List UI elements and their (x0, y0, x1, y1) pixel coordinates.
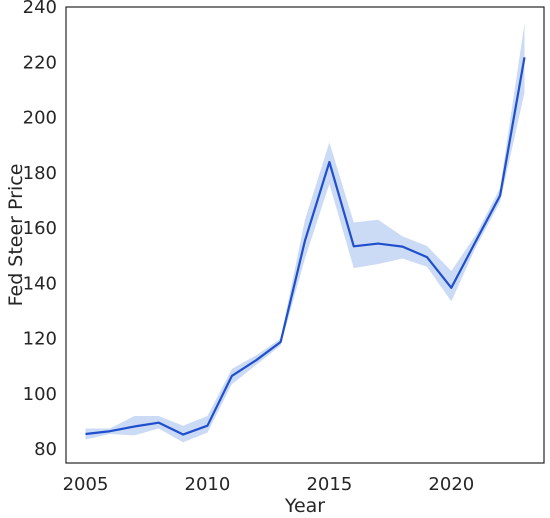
y-tick-label: 160 (23, 218, 57, 239)
plot-frame (65, 6, 545, 464)
y-tick-label: 100 (23, 384, 57, 405)
x-tick-label: 2010 (185, 474, 231, 495)
y-tick-label: 180 (23, 163, 57, 184)
x-axis-title: Year (284, 495, 325, 517)
confidence-band-group (85, 23, 525, 443)
confidence-band (85, 23, 525, 443)
y-tick-label: 200 (23, 108, 57, 129)
y-axis-title: Fed Steer Price (5, 164, 27, 307)
x-tick-label: 2020 (428, 474, 474, 495)
y-axis-ticks: 80 100 120 140 160 180 200 220 240 (23, 0, 57, 460)
y-tick-label: 240 (23, 0, 57, 18)
y-tick-label: 120 (23, 329, 57, 350)
y-tick-label: 80 (34, 439, 57, 460)
y-tick-label: 140 (23, 273, 57, 294)
x-tick-label: 2005 (63, 474, 109, 495)
y-tick-label: 220 (23, 52, 57, 73)
series-line-group (85, 57, 526, 436)
plot-border (65, 6, 545, 464)
x-tick-label: 2015 (306, 474, 352, 495)
x-axis-ticks: 2005 2010 2015 2020 (63, 474, 475, 495)
